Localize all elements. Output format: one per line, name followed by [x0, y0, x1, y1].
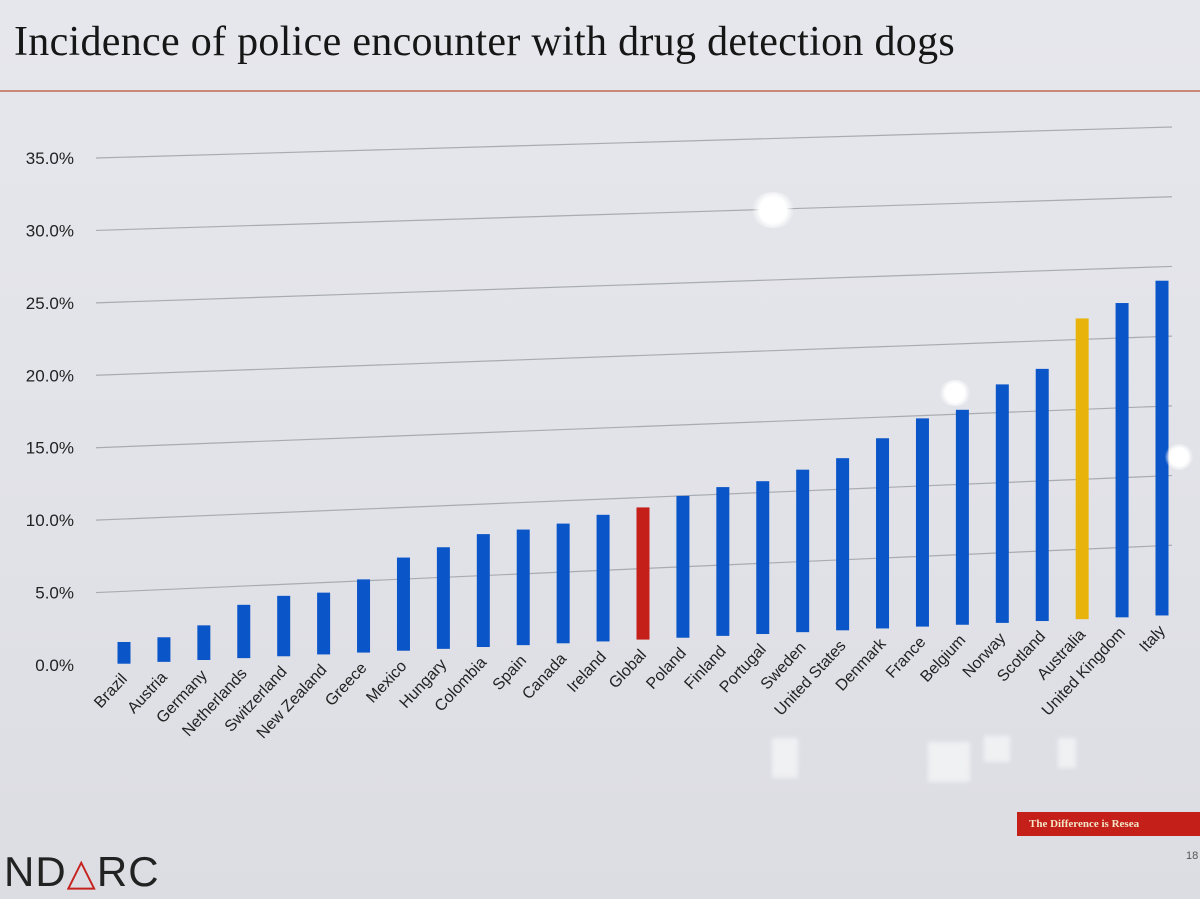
- y-tick-label: 15.0%: [26, 439, 74, 458]
- bar-finland: [716, 487, 730, 636]
- bar-sweden: [796, 469, 810, 633]
- y-tick-label: 5.0%: [35, 584, 74, 603]
- bar-austria: [157, 637, 171, 662]
- bar-italy: [1155, 280, 1169, 616]
- x-tick-label: Canada: [519, 650, 570, 703]
- x-tick-label: Italy: [1136, 623, 1168, 656]
- bar-netherlands: [237, 604, 251, 659]
- title-divider: [0, 90, 1200, 92]
- x-tick-label: Poland: [643, 645, 689, 693]
- gridline: [95, 265, 1173, 304]
- bar-spain: [516, 529, 530, 646]
- bar-united-kingdom: [1115, 303, 1129, 618]
- ndarc-logo: ND△RC: [4, 848, 160, 896]
- gridline: [95, 196, 1173, 232]
- bar-france: [915, 418, 929, 627]
- logo-right: RC: [96, 848, 160, 895]
- bar-scotland: [1035, 368, 1049, 622]
- x-tick-label: Belgium: [917, 632, 969, 686]
- bar-global: [636, 507, 650, 640]
- gridline: [95, 405, 1173, 449]
- y-tick-label: 20.0%: [26, 366, 74, 385]
- y-tick-label: 0.0%: [35, 656, 74, 675]
- bar-germany: [197, 625, 211, 660]
- bar-hungary: [436, 547, 450, 649]
- y-tick-label: 30.0%: [26, 221, 74, 240]
- x-tick-label: Portugal: [717, 641, 770, 696]
- bar-canada: [556, 523, 570, 644]
- triangle-icon: △: [66, 852, 97, 894]
- bar-united-states: [836, 458, 850, 631]
- x-tick-label: Global: [606, 647, 650, 692]
- x-tick-label: Greece: [322, 660, 370, 710]
- bar-greece: [357, 579, 371, 653]
- y-tick-label: 35.0%: [26, 149, 74, 168]
- x-tick-label: Ireland: [564, 649, 610, 696]
- bar-colombia: [476, 534, 490, 648]
- bar-brazil: [117, 641, 131, 664]
- y-tick-label: 10.0%: [26, 511, 74, 530]
- bar-switzerland: [277, 595, 291, 657]
- gridline: [95, 335, 1173, 376]
- gridline: [95, 474, 1173, 521]
- bar-norway: [995, 384, 1009, 623]
- bar-mexico: [396, 557, 410, 651]
- tagline-banner: The Difference is Resea: [1017, 812, 1200, 836]
- bar-australia: [1075, 318, 1089, 620]
- gridline: [95, 126, 1173, 159]
- logo-left: ND: [4, 848, 67, 895]
- y-tick-label: 25.0%: [26, 294, 74, 313]
- bar-ireland: [596, 514, 610, 642]
- bar-portugal: [756, 481, 770, 635]
- bar-belgium: [955, 409, 969, 625]
- bar-poland: [676, 495, 690, 638]
- bar-denmark: [876, 438, 890, 629]
- bar-new-zealand: [317, 592, 331, 655]
- page-number: 18: [1186, 850, 1199, 862]
- slide-title: Incidence of police encounter with drug …: [14, 19, 956, 65]
- gridline: [95, 544, 1173, 594]
